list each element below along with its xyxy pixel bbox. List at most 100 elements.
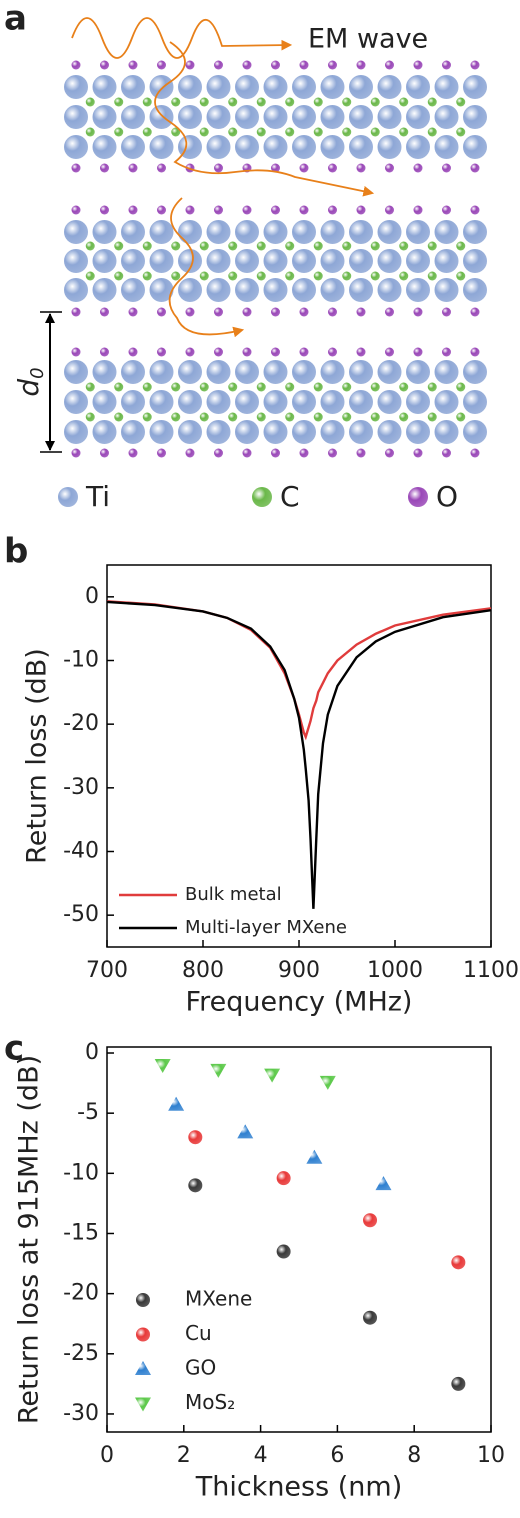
point — [319, 1075, 336, 1090]
ti-atom — [206, 135, 231, 159]
o-atom — [356, 347, 366, 357]
ti-atom — [121, 220, 145, 244]
x-tick-label: 0 — [100, 1443, 114, 1468]
ti-atom — [235, 135, 259, 159]
ti-atom — [434, 360, 459, 384]
ti-atom — [377, 135, 402, 159]
o-atom — [100, 205, 109, 215]
ti-atom — [178, 105, 202, 129]
panel-label: c — [4, 1029, 24, 1069]
ti-atom — [320, 135, 345, 159]
ti-atom — [406, 220, 430, 244]
ti-atom — [320, 420, 345, 444]
ti-atom — [320, 75, 345, 99]
ti-atom — [377, 220, 402, 244]
x-tick-label: 700 — [86, 958, 128, 983]
ti-atom — [206, 220, 231, 244]
o-atom — [356, 448, 366, 458]
c-atom — [228, 412, 238, 422]
o-atom — [356, 163, 366, 173]
o-atom — [271, 205, 280, 215]
ti-atom — [463, 75, 487, 99]
ti-atom — [263, 75, 288, 99]
legend-swatch — [408, 487, 428, 507]
ti-atom — [320, 220, 345, 244]
o-atom — [128, 60, 138, 70]
c-atom — [142, 271, 152, 281]
ti-atom — [235, 420, 259, 444]
ti-atom — [178, 360, 202, 384]
ti-atom — [121, 420, 145, 444]
o-atom — [299, 347, 309, 357]
c-atom — [342, 271, 352, 281]
o-atom — [299, 307, 309, 317]
y-tick-label: -20 — [63, 711, 99, 736]
x-tick-label: 800 — [182, 958, 224, 983]
y-tick-label: -40 — [63, 839, 99, 864]
c-atom — [171, 412, 181, 422]
c-atom — [228, 97, 238, 107]
c-atom — [199, 97, 209, 107]
wave — [154, 41, 375, 197]
c-atom — [228, 382, 238, 392]
ti-atom — [64, 135, 88, 159]
c-atom — [256, 271, 266, 281]
o-atom — [356, 60, 366, 70]
point — [264, 1068, 281, 1083]
c-atom — [399, 127, 409, 137]
c-atom — [171, 382, 181, 392]
legend-label: C — [280, 480, 300, 513]
c-atom — [114, 241, 124, 251]
y-tick-label: -50 — [63, 902, 99, 927]
ti-atom — [64, 220, 88, 244]
line — [106, 600, 492, 909]
ti-atom — [263, 220, 288, 244]
ti-atom — [377, 360, 402, 384]
x-tick-label: 1100 — [463, 958, 519, 983]
ti-atom — [178, 390, 202, 414]
c-atom — [199, 241, 209, 251]
o-atom — [385, 347, 394, 357]
ti-atom — [235, 105, 259, 129]
ti-atom — [92, 220, 117, 244]
c-atom — [142, 382, 152, 392]
c-atom — [313, 271, 323, 281]
ti-atom — [263, 420, 288, 444]
ti-atom — [92, 249, 117, 273]
ti-atom — [263, 360, 288, 384]
ti-atom — [92, 360, 117, 384]
ti-atom — [349, 220, 373, 244]
o-atom — [385, 60, 394, 70]
ti-atom — [349, 360, 373, 384]
ti-atom — [263, 135, 288, 159]
c-atom — [342, 412, 352, 422]
c-atom — [114, 382, 124, 392]
legend-label: GO — [185, 1356, 216, 1380]
c-atom — [85, 412, 95, 422]
o-atom — [185, 205, 195, 215]
legend-swatch — [58, 487, 78, 507]
c-atom — [142, 97, 152, 107]
wave — [168, 197, 245, 338]
c-atom — [427, 412, 437, 422]
ti-atom — [434, 249, 459, 273]
c-atom — [171, 97, 181, 107]
ti-atom — [178, 278, 202, 302]
o-atom — [328, 205, 337, 215]
ti-atom — [377, 278, 402, 302]
y-axis-title: Return loss (dB) — [22, 648, 53, 864]
ti-atom — [149, 360, 174, 384]
c-atom — [256, 97, 266, 107]
legend-swatch — [136, 1327, 150, 1342]
ti-atom — [434, 105, 459, 129]
ti-atom — [64, 75, 88, 99]
ti-atom — [149, 105, 174, 129]
o-atom — [128, 163, 138, 173]
c-atom — [285, 271, 295, 281]
ti-atom — [149, 278, 174, 302]
c-atom — [114, 412, 124, 422]
c-atom — [285, 241, 295, 251]
o-atom — [385, 307, 394, 317]
o-atom — [470, 448, 480, 458]
x-tick-label: 8 — [407, 1443, 421, 1468]
